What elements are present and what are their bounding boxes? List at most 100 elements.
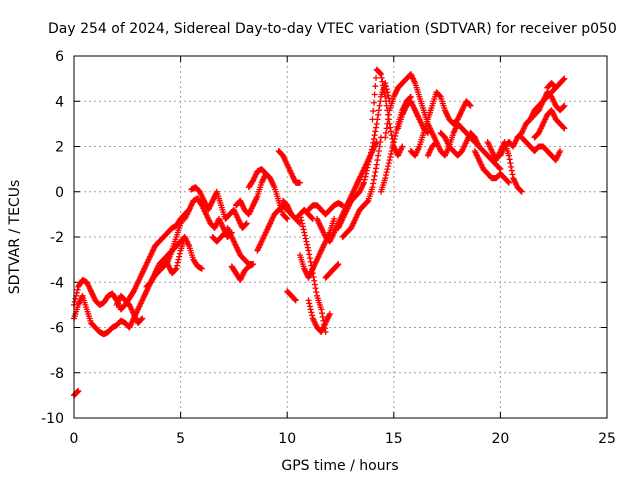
data-point [176, 253, 183, 260]
data-point [382, 172, 389, 179]
data-point [387, 128, 394, 135]
data-point [306, 300, 313, 307]
data-point [380, 82, 387, 89]
data-point [505, 179, 512, 186]
data-point [371, 172, 378, 179]
data-point [73, 289, 80, 296]
data-point [313, 289, 320, 296]
y-tick-label: 0 [55, 185, 64, 201]
y-tick-label: -2 [50, 230, 64, 246]
data-point [174, 262, 181, 269]
data-point [389, 145, 396, 152]
data-point [377, 70, 384, 77]
data-point [387, 154, 394, 161]
data-point [262, 170, 269, 177]
data-point [250, 261, 257, 268]
x-tick-label: 0 [70, 431, 79, 447]
y-tick-label: -10 [41, 411, 64, 427]
data-point [380, 86, 387, 93]
x-tick-label: 10 [278, 431, 296, 447]
data-point [382, 134, 389, 141]
data-point [297, 214, 304, 221]
data-point [373, 120, 380, 127]
data-point [311, 281, 318, 288]
data-point [335, 261, 342, 268]
data-point [262, 169, 269, 176]
data-point [304, 241, 311, 248]
data-point [561, 75, 568, 82]
data-point [318, 306, 325, 313]
data-point [385, 160, 392, 167]
data-point [382, 98, 389, 105]
data-point [557, 148, 564, 155]
y-tick-label: -8 [50, 366, 64, 382]
data-point [308, 309, 315, 316]
data-point [360, 179, 367, 186]
x-tick-label: 25 [598, 431, 616, 447]
data-point [560, 124, 567, 131]
data-point [518, 188, 525, 195]
data-point [390, 141, 397, 148]
data-point [373, 161, 380, 168]
data-point [221, 230, 228, 237]
data-point [373, 124, 380, 131]
data-point [372, 128, 379, 135]
x-axis-label: GPS time / hours [281, 458, 398, 474]
data-point [467, 102, 474, 109]
data-point [370, 135, 377, 142]
data-point [369, 116, 376, 123]
data-point [561, 102, 568, 109]
data-point [305, 247, 312, 254]
data-points [71, 66, 568, 399]
data-point [306, 255, 313, 262]
data-point [392, 132, 399, 139]
y-tick-label: 2 [55, 140, 64, 156]
data-point [383, 125, 390, 132]
data-point [385, 116, 392, 123]
axis-ticks: 0 5 10 15 20 25 -10 -8 -6 -4 -2 0 2 4 6 [41, 49, 616, 447]
data-point [384, 166, 391, 173]
data-point [399, 143, 406, 150]
data-point [299, 220, 306, 227]
y-tick-label: -6 [50, 321, 64, 337]
data-point [361, 176, 368, 183]
data-point [174, 259, 181, 266]
data-point [466, 102, 473, 109]
data-point [301, 229, 308, 236]
data-point [334, 261, 341, 268]
data-point [283, 215, 290, 222]
data-point [383, 169, 390, 176]
y-tick-label: -4 [50, 275, 64, 291]
data-point [381, 89, 388, 96]
data-point [388, 148, 395, 155]
data-point [306, 251, 313, 258]
data-point [505, 152, 512, 159]
x-tick-label: 15 [385, 431, 403, 447]
data-point [298, 217, 305, 224]
data-point [560, 103, 567, 110]
data-point [373, 165, 380, 172]
data-point [370, 176, 377, 183]
data-point [326, 310, 333, 317]
data-point [364, 198, 371, 205]
data-point [302, 235, 309, 242]
y-tick-label: 6 [55, 49, 64, 65]
x-tick-label: 5 [176, 431, 185, 447]
data-point [382, 83, 389, 90]
data-point [561, 125, 568, 132]
data-point [390, 138, 397, 145]
data-point [378, 74, 385, 81]
data-point [386, 157, 393, 164]
data-point [72, 295, 79, 302]
data-point [292, 297, 299, 304]
data-point [552, 84, 559, 91]
data-point [372, 169, 379, 176]
data-point [509, 171, 516, 178]
data-point [301, 232, 308, 239]
data-point [172, 266, 179, 273]
data-point [139, 315, 146, 322]
data-point [371, 91, 378, 98]
data-point [310, 273, 317, 280]
data-point [388, 132, 395, 139]
data-point [370, 108, 377, 115]
